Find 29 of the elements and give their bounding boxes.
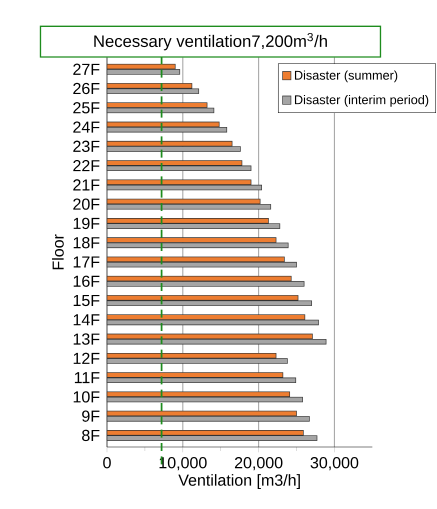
x-tick-label: 0 <box>103 457 111 468</box>
y-tick-label: 20F <box>73 198 100 210</box>
y-tick-label: 8F <box>82 430 100 442</box>
ref-line-label: Necessary ventilation7,200m$^{3}$/h <box>94 32 327 50</box>
legend-label: Disaster (summer) <box>294 70 398 82</box>
y-tick-label: 18F <box>74 237 100 248</box>
y-tick-label: 21F <box>73 179 100 190</box>
y-tick-label: 16F <box>74 276 100 287</box>
y-tick-label: 10F <box>74 391 100 403</box>
y-tick-label: 9F <box>82 410 100 422</box>
y-tick-label: 19F <box>74 218 100 230</box>
y-tick-label: 17F <box>74 256 100 268</box>
y-tick-label: 22F <box>73 160 100 172</box>
legend-label: Disaster (interim period) <box>294 94 428 107</box>
x-tick-label: 30,000 <box>310 457 358 470</box>
y-tick-label: 23F <box>73 140 100 152</box>
x-tick-label: 10,000 <box>160 457 207 470</box>
y-tick-label: 24F <box>73 121 100 133</box>
y-tick-label: 13F <box>74 333 100 345</box>
y-axis-title: Floor <box>52 234 64 270</box>
y-tick-label: 26F <box>73 82 100 94</box>
y-tick-label: 12F <box>74 352 100 364</box>
y-tick-label: 27F <box>73 64 100 75</box>
x-tick-label: 20,000 <box>234 457 282 470</box>
y-tick-label: 25F <box>73 102 100 114</box>
x-axis-title: Ventilation [m3/h] <box>178 474 300 489</box>
y-tick-label: 15F <box>74 294 100 306</box>
y-tick-label: 11F <box>74 372 100 384</box>
y-tick-label: 14F <box>74 314 100 326</box>
